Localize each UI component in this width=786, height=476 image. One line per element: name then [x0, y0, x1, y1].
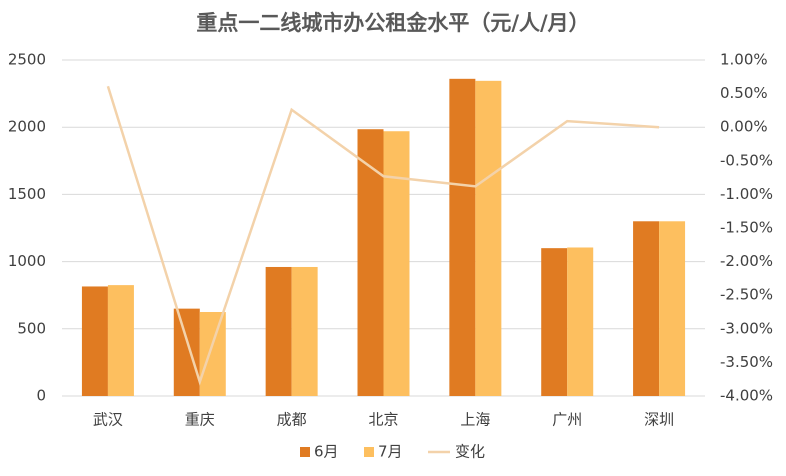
- y-tick-label: 1500: [8, 185, 46, 203]
- y-tick-label: 2500: [8, 51, 46, 69]
- y-tick-label: 2000: [8, 118, 46, 136]
- y2-tick-label: -3.00%: [720, 319, 773, 337]
- bar: [475, 80, 502, 396]
- legend-swatch: [300, 447, 310, 457]
- y2-tick-label: -3.50%: [720, 353, 773, 371]
- legend-label: 变化: [455, 443, 485, 461]
- y2-tick-label: 1.00%: [720, 51, 768, 69]
- bar: [81, 286, 108, 396]
- legend-swatch: [364, 447, 374, 457]
- bar: [383, 131, 410, 396]
- y2-tick-label: 0.50%: [720, 84, 768, 102]
- y-tick-label: 1000: [8, 252, 46, 270]
- y2-tick-label: -2.00%: [720, 252, 773, 270]
- y2-tick-label: -1.00%: [720, 185, 773, 203]
- bar: [449, 78, 476, 396]
- x-tick-label: 武汉: [93, 411, 123, 429]
- chart-title: 重点一二线城市办公租金水平（元/人/月）: [196, 11, 589, 35]
- x-tick-label: 北京: [368, 411, 398, 429]
- legend-label: 7月: [378, 443, 403, 461]
- y2-tick-label: -1.50%: [720, 219, 773, 237]
- y2-tick-label: -0.50%: [720, 151, 773, 169]
- y-tick-label: 0: [36, 387, 46, 405]
- bar: [173, 308, 200, 396]
- bar: [199, 312, 226, 396]
- x-tick-label: 深圳: [644, 411, 674, 429]
- bar: [291, 266, 318, 396]
- bar: [633, 221, 660, 396]
- y-tick-label: 500: [17, 319, 46, 337]
- bar: [567, 247, 594, 396]
- x-tick-label: 成都: [277, 411, 307, 429]
- line: [106, 85, 660, 386]
- bar: [541, 248, 568, 396]
- bar: [357, 129, 384, 396]
- bar: [265, 266, 292, 396]
- x-tick-label: 上海: [460, 411, 490, 429]
- bar: [659, 221, 686, 396]
- x-tick-label: 广州: [552, 411, 582, 429]
- y2-tick-label: -4.00%: [720, 387, 773, 405]
- legend-label: 6月: [314, 443, 339, 461]
- x-tick-label: 重庆: [185, 411, 215, 429]
- y2-tick-label: -2.50%: [720, 286, 773, 304]
- y2-tick-label: 0.00%: [720, 118, 768, 136]
- bar: [107, 285, 134, 396]
